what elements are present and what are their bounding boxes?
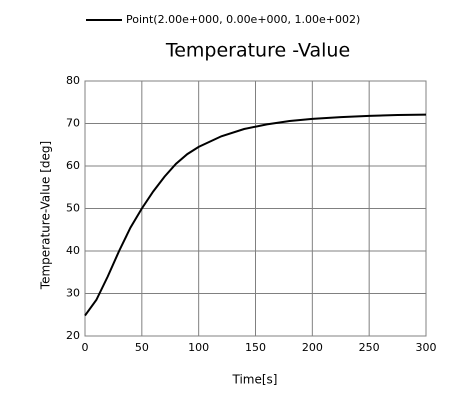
y-tick-label: 70 bbox=[66, 117, 80, 130]
y-tick-label: 30 bbox=[66, 287, 80, 300]
x-tick-label: 250 bbox=[359, 341, 380, 354]
y-axis-label: Temperature-Value [deg] bbox=[39, 141, 53, 290]
chart-title: Temperature -Value bbox=[165, 40, 350, 62]
y-tick-label: 40 bbox=[66, 244, 80, 257]
y-tick-label: 20 bbox=[66, 329, 80, 342]
x-tick-label: 150 bbox=[245, 341, 266, 354]
legend-label: Point(2.00e+000, 0.00e+000, 1.00e+002) bbox=[126, 13, 360, 26]
x-axis-label: Time[s] bbox=[232, 373, 278, 387]
y-tick-label: 60 bbox=[66, 159, 80, 172]
x-tick-label: 300 bbox=[416, 341, 437, 354]
y-tick-label: 50 bbox=[66, 202, 80, 215]
x-tick-label: 100 bbox=[188, 341, 209, 354]
y-tick-label: 80 bbox=[66, 74, 80, 87]
x-tick-label: 50 bbox=[135, 341, 149, 354]
x-tick-label: 200 bbox=[302, 341, 323, 354]
data-line bbox=[84, 113, 427, 317]
x-tick-label: 0 bbox=[82, 341, 89, 354]
